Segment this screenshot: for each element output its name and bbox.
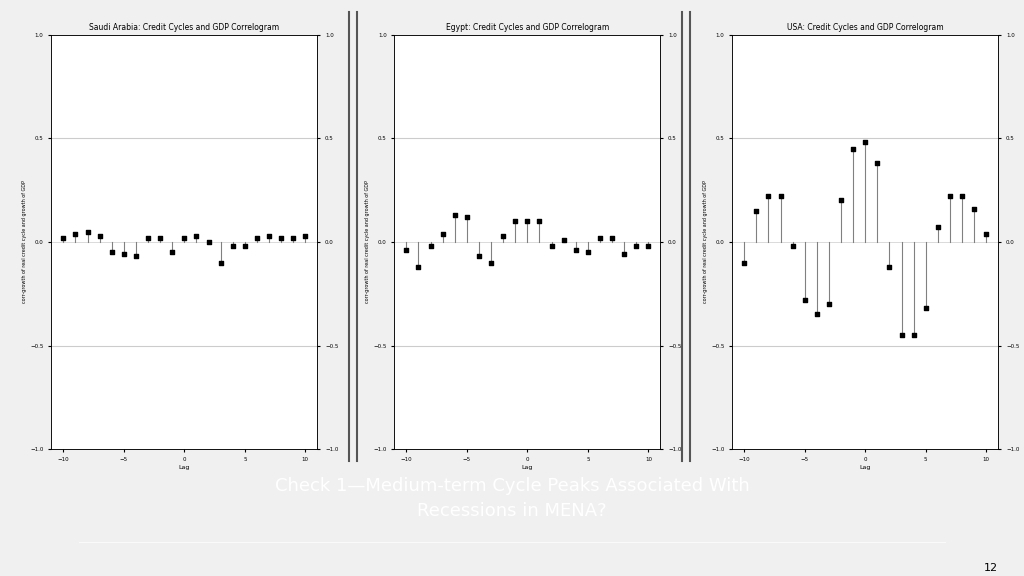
- Point: [616, 250, 633, 259]
- Point: [942, 192, 958, 201]
- Point: [592, 233, 608, 242]
- Point: [201, 237, 217, 247]
- Text: 12: 12: [984, 563, 998, 573]
- Point: [55, 233, 72, 242]
- Point: [398, 245, 415, 255]
- Text: Check 1—Medium-term Cycle Peaks Associated With
Recessions in MENA?: Check 1—Medium-term Cycle Peaks Associat…: [274, 478, 750, 521]
- Point: [68, 229, 84, 238]
- Point: [459, 213, 475, 222]
- Point: [91, 231, 108, 240]
- Point: [285, 233, 301, 242]
- Point: [471, 252, 487, 261]
- Point: [176, 233, 193, 242]
- Title: USA: Credit Cycles and GDP Correlogram: USA: Credit Cycles and GDP Correlogram: [787, 24, 943, 32]
- Y-axis label: corr-growth of real credit cycle and growth of GDP: corr-growth of real credit cycle and gro…: [703, 180, 709, 304]
- Y-axis label: corr-growth of real credit cycle and growth of GDP: corr-growth of real credit cycle and gro…: [366, 180, 371, 304]
- Point: [495, 231, 511, 240]
- Point: [544, 241, 560, 251]
- Title: Egypt: Credit Cycles and GDP Correlogram: Egypt: Credit Cycles and GDP Correlogram: [445, 24, 609, 32]
- Point: [249, 233, 265, 242]
- Point: [446, 210, 463, 219]
- Point: [237, 241, 253, 251]
- Point: [797, 295, 813, 305]
- X-axis label: Lag: Lag: [859, 465, 871, 469]
- Point: [905, 331, 922, 340]
- Point: [422, 241, 438, 251]
- Point: [869, 158, 886, 168]
- Point: [188, 231, 205, 240]
- Point: [604, 233, 621, 242]
- X-axis label: Lag: Lag: [178, 465, 190, 469]
- Title: Saudi Arabia: Credit Cycles and GDP Correlogram: Saudi Arabia: Credit Cycles and GDP Corr…: [89, 24, 280, 32]
- Point: [297, 231, 313, 240]
- Point: [212, 258, 228, 267]
- Point: [772, 192, 788, 201]
- Point: [736, 258, 753, 267]
- Point: [555, 235, 571, 244]
- Point: [833, 196, 849, 205]
- Point: [628, 241, 644, 251]
- Point: [261, 231, 278, 240]
- Point: [749, 206, 765, 215]
- Point: [103, 248, 120, 257]
- Point: [809, 310, 825, 319]
- Y-axis label: corr-growth of real credit cycle and growth of GDP: corr-growth of real credit cycle and gro…: [23, 180, 28, 304]
- Point: [966, 204, 982, 213]
- Point: [893, 331, 909, 340]
- Point: [519, 217, 536, 226]
- Point: [821, 300, 838, 309]
- Point: [152, 233, 168, 242]
- Point: [273, 233, 290, 242]
- Point: [224, 241, 241, 251]
- Point: [857, 138, 873, 147]
- Point: [580, 248, 596, 257]
- Point: [640, 241, 656, 251]
- Point: [978, 229, 994, 238]
- Point: [140, 233, 157, 242]
- Point: [760, 192, 776, 201]
- Point: [164, 248, 180, 257]
- Point: [882, 262, 898, 271]
- Point: [531, 217, 548, 226]
- Point: [434, 229, 451, 238]
- Point: [845, 144, 861, 153]
- Point: [930, 223, 946, 232]
- Point: [507, 217, 523, 226]
- Point: [918, 304, 934, 313]
- X-axis label: Lag: Lag: [521, 465, 534, 469]
- Point: [116, 250, 132, 259]
- Point: [128, 252, 144, 261]
- Point: [784, 241, 801, 251]
- Point: [79, 227, 95, 236]
- Point: [954, 192, 971, 201]
- Point: [411, 262, 427, 271]
- Point: [567, 245, 584, 255]
- Point: [483, 258, 500, 267]
